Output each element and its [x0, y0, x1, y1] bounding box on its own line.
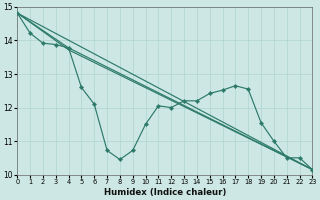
X-axis label: Humidex (Indice chaleur): Humidex (Indice chaleur) — [104, 188, 226, 197]
